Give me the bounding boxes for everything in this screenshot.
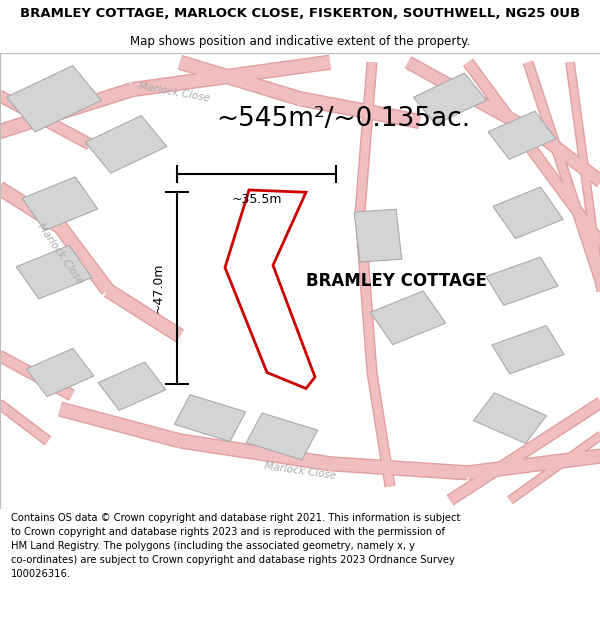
Polygon shape xyxy=(85,116,167,173)
Text: Marlock Close: Marlock Close xyxy=(35,221,85,286)
Polygon shape xyxy=(16,245,92,299)
Polygon shape xyxy=(492,326,564,374)
Polygon shape xyxy=(488,111,556,159)
Polygon shape xyxy=(370,291,446,344)
Polygon shape xyxy=(413,73,487,124)
Text: ~545m²/~0.135ac.: ~545m²/~0.135ac. xyxy=(216,106,470,132)
Text: Marlock Close: Marlock Close xyxy=(263,461,337,481)
Text: ~47.0m: ~47.0m xyxy=(151,263,164,313)
Polygon shape xyxy=(247,413,317,460)
Text: BRAMLEY COTTAGE, MARLOCK CLOSE, FISKERTON, SOUTHWELL, NG25 0UB: BRAMLEY COTTAGE, MARLOCK CLOSE, FISKERTO… xyxy=(20,7,580,20)
Text: Map shows position and indicative extent of the property.: Map shows position and indicative extent… xyxy=(130,35,470,48)
Text: Marlock Close: Marlock Close xyxy=(137,81,211,103)
Polygon shape xyxy=(7,66,101,132)
Polygon shape xyxy=(26,348,94,397)
Text: BRAMLEY COTTAGE: BRAMLEY COTTAGE xyxy=(305,272,487,290)
Polygon shape xyxy=(354,209,402,262)
Polygon shape xyxy=(486,257,558,306)
Polygon shape xyxy=(175,395,245,441)
Polygon shape xyxy=(493,187,563,239)
Polygon shape xyxy=(473,393,547,443)
Polygon shape xyxy=(98,362,166,410)
Text: Contains OS data © Crown copyright and database right 2021. This information is : Contains OS data © Crown copyright and d… xyxy=(11,513,460,579)
Polygon shape xyxy=(22,177,98,231)
Text: ~35.5m: ~35.5m xyxy=(231,192,282,206)
